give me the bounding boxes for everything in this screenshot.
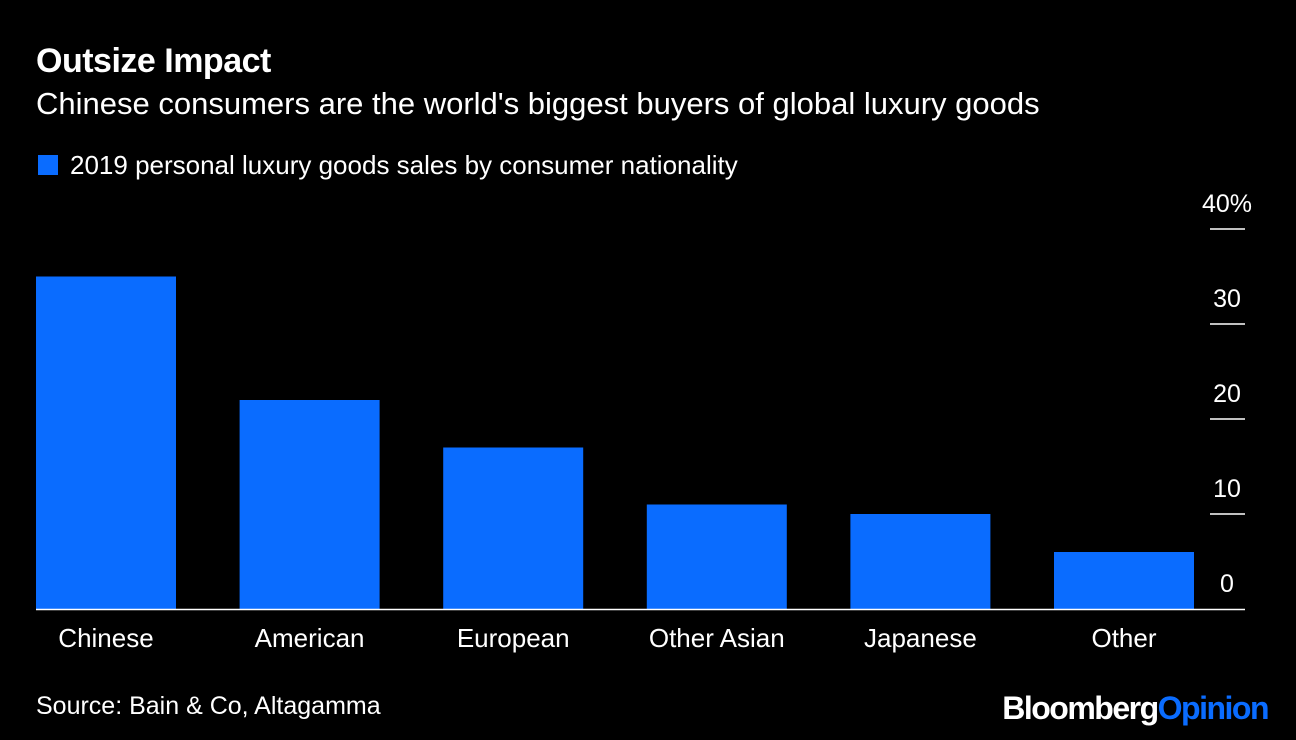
y-tick-label: 20 — [1213, 380, 1241, 408]
y-tick-label: 40% — [1202, 190, 1252, 218]
bar-american — [239, 400, 380, 609]
x-tick-label: Other Asian — [649, 623, 785, 653]
x-tick-label: European — [457, 623, 570, 653]
x-tick-label: Japanese — [864, 623, 977, 653]
legend-label: 2019 personal luxury goods sales by cons… — [70, 149, 738, 180]
x-tick-label: Other — [1091, 623, 1156, 653]
legend-swatch — [38, 155, 58, 175]
y-tick-label: 30 — [1213, 285, 1241, 313]
legend: 2019 personal luxury goods sales by cons… — [38, 149, 738, 181]
brand-logo-part2: Opinion — [1157, 690, 1270, 726]
brand-logo-part1: Bloomberg — [1002, 690, 1159, 726]
y-tick-label: 0 — [1220, 570, 1234, 598]
x-tick-label: American — [255, 623, 365, 653]
bar-european — [443, 447, 584, 609]
bar-chinese — [36, 276, 176, 609]
y-tick-label: 10 — [1213, 475, 1241, 503]
bar-other — [1054, 552, 1194, 609]
x-tick-label: Chinese — [58, 623, 153, 653]
source-note: Source: Bain & Co, Altagamma — [36, 692, 381, 720]
chart-subtitle: Chinese consumers are the world's bigges… — [36, 86, 1040, 121]
bar-other-asian — [646, 504, 787, 609]
brand-logo: BloombergOpinion — [1002, 690, 1270, 727]
chart-title: Outsize Impact — [36, 42, 271, 80]
bar-japanese — [850, 514, 991, 609]
